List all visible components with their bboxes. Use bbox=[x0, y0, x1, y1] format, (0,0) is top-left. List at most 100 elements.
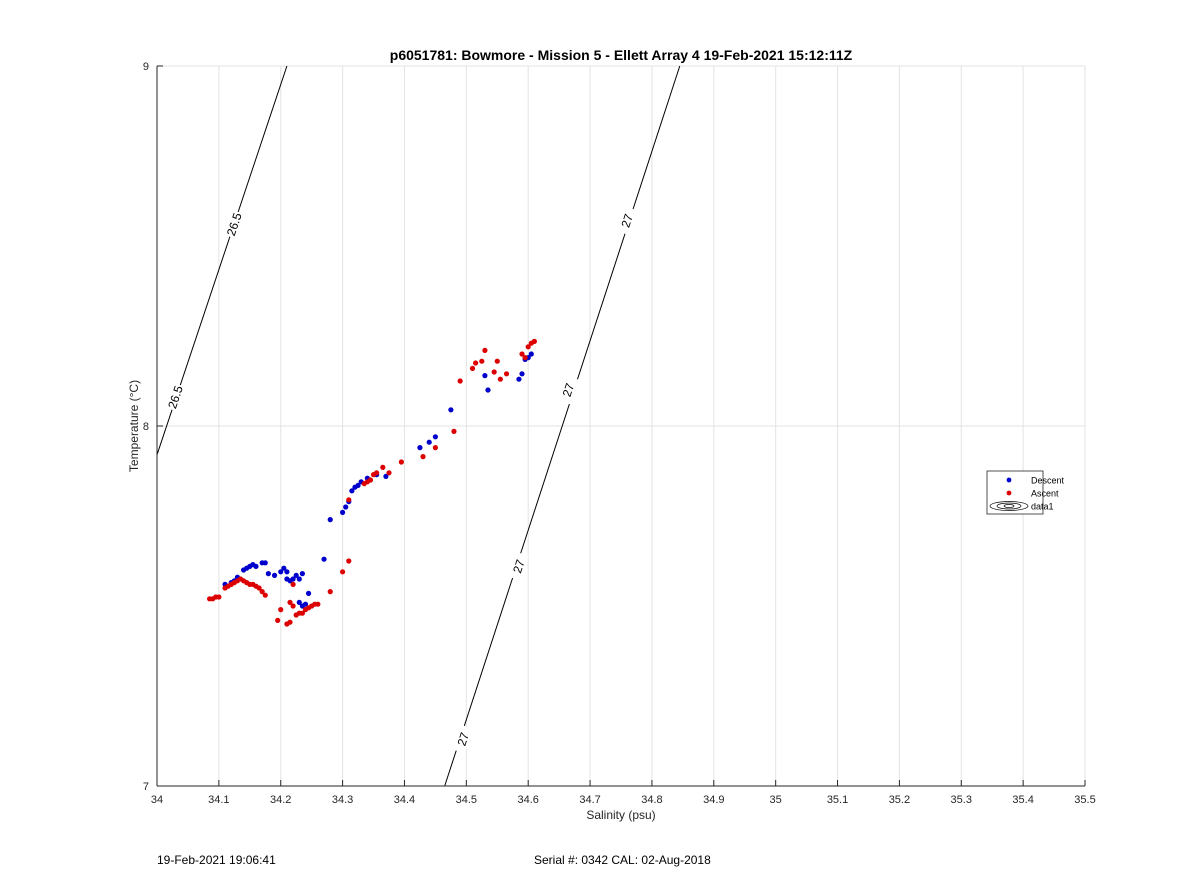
serial-calibration: Serial #: 0342 CAL: 02-Aug-2018 bbox=[534, 853, 711, 867]
ascent-point bbox=[432, 445, 438, 451]
x-tick-label: 35 bbox=[770, 794, 782, 806]
ascent-point bbox=[287, 619, 293, 625]
descent-point bbox=[293, 572, 299, 579]
ascent-point bbox=[497, 376, 503, 382]
descent-point bbox=[302, 601, 309, 607]
ascent-point bbox=[479, 358, 485, 364]
x-tick-label: 34.3 bbox=[332, 794, 353, 806]
y-tick-label: 7 bbox=[143, 781, 149, 793]
ascent-point bbox=[367, 477, 374, 483]
ascent-point bbox=[386, 470, 392, 476]
x-tick-label: 34.4 bbox=[394, 794, 415, 806]
ascent-point bbox=[420, 454, 426, 460]
ascent-point bbox=[327, 589, 333, 595]
legend-contour-icon bbox=[1003, 504, 1015, 508]
descent-point bbox=[296, 599, 302, 606]
descent-point bbox=[278, 569, 284, 575]
axis-ticks: 34 34.1 34.2 34.3 34.4 34.5 34.6 34.7 34.8 34.9 35… bbox=[143, 61, 1096, 806]
contour-label: 26.5 bbox=[165, 384, 186, 411]
contour-label-bg bbox=[453, 724, 473, 754]
ascent-point bbox=[346, 497, 352, 503]
ascent-point bbox=[287, 599, 293, 606]
descent-point bbox=[519, 371, 525, 377]
x-tick-label: 34.5 bbox=[456, 794, 477, 806]
ascent-point bbox=[469, 365, 476, 371]
print-timestamp: 19-Feb-2021 19:06:41 bbox=[157, 853, 276, 867]
contour-label: 27 bbox=[455, 730, 473, 747]
x-tick-label: 34 bbox=[151, 794, 163, 806]
descent-point bbox=[448, 407, 454, 413]
x-tick-label: 34.9 bbox=[703, 794, 724, 806]
density-contours: 26.5 26.5 27 27 27 27 bbox=[156, 65, 681, 787]
legend-marker bbox=[1006, 477, 1012, 483]
descent-point bbox=[516, 376, 522, 382]
contour-label-bg bbox=[509, 552, 529, 581]
ascent-point bbox=[290, 603, 296, 609]
legend-label: data1 bbox=[1031, 502, 1054, 512]
legend-marker bbox=[1006, 490, 1012, 496]
contour-label: 26.5 bbox=[224, 211, 245, 238]
ascent-point bbox=[522, 355, 528, 361]
descent-point bbox=[305, 590, 312, 597]
descent-point bbox=[327, 517, 333, 523]
descent-point bbox=[262, 560, 268, 566]
descent-point bbox=[271, 572, 278, 579]
x-axis-label: Salinity (psu) bbox=[586, 808, 655, 822]
descent-point bbox=[296, 576, 302, 582]
descent-point bbox=[299, 571, 305, 577]
ascent-point bbox=[503, 371, 510, 377]
ascent-point bbox=[494, 358, 500, 364]
x-tick-label: 34.7 bbox=[579, 794, 600, 806]
contour-line bbox=[444, 65, 681, 787]
descent-point bbox=[383, 473, 389, 479]
descent-point bbox=[321, 556, 327, 562]
x-tick-label: 34.1 bbox=[208, 794, 229, 806]
ascent-point bbox=[457, 378, 463, 384]
ascent-point bbox=[374, 470, 380, 476]
ascent-point bbox=[290, 581, 296, 588]
ascent-point bbox=[299, 610, 305, 616]
legend-label: Ascent bbox=[1031, 489, 1059, 499]
legend-contour-icon bbox=[996, 502, 1022, 510]
ascent-point bbox=[398, 459, 404, 465]
x-tick-label: 35.1 bbox=[827, 794, 848, 806]
grid bbox=[156, 65, 1086, 787]
descent-point bbox=[340, 509, 346, 515]
descent-point bbox=[482, 373, 488, 379]
ascent-point bbox=[380, 464, 386, 470]
contour-label-bg bbox=[165, 382, 186, 412]
contour-label-bg bbox=[558, 375, 579, 405]
ascent-point bbox=[473, 360, 479, 366]
ascent-point bbox=[525, 344, 531, 350]
descent-point bbox=[432, 434, 438, 440]
ascent-point bbox=[340, 569, 346, 575]
ascent-point bbox=[262, 592, 268, 598]
contour-label: 27 bbox=[560, 381, 578, 398]
legend-box bbox=[986, 470, 1044, 515]
ascent-point bbox=[259, 589, 265, 595]
data-series bbox=[206, 338, 537, 627]
descent-point bbox=[265, 571, 271, 577]
ascent-point bbox=[491, 369, 497, 375]
ascent-point bbox=[451, 428, 457, 434]
ascent-point bbox=[531, 338, 537, 344]
contour-label: 27 bbox=[510, 558, 528, 575]
y-axis-label: Temperature (°C) bbox=[127, 380, 141, 472]
contour-label-bg bbox=[617, 206, 637, 236]
ascent-point bbox=[519, 351, 525, 357]
legend: Descent Ascent data1 bbox=[986, 470, 1065, 515]
descent-point bbox=[355, 482, 361, 488]
descent-point bbox=[284, 569, 290, 575]
descent-point bbox=[485, 387, 491, 393]
x-tick-label: 35.2 bbox=[889, 794, 910, 806]
descent-point bbox=[290, 576, 296, 582]
descent-point bbox=[426, 439, 432, 445]
descent-point bbox=[343, 504, 349, 510]
descent-point bbox=[281, 565, 287, 571]
descent-point bbox=[417, 445, 423, 451]
ascent-point bbox=[216, 594, 222, 600]
y-tick-label: 9 bbox=[143, 61, 149, 73]
ascent-point bbox=[256, 585, 262, 591]
descent-point bbox=[349, 488, 355, 494]
